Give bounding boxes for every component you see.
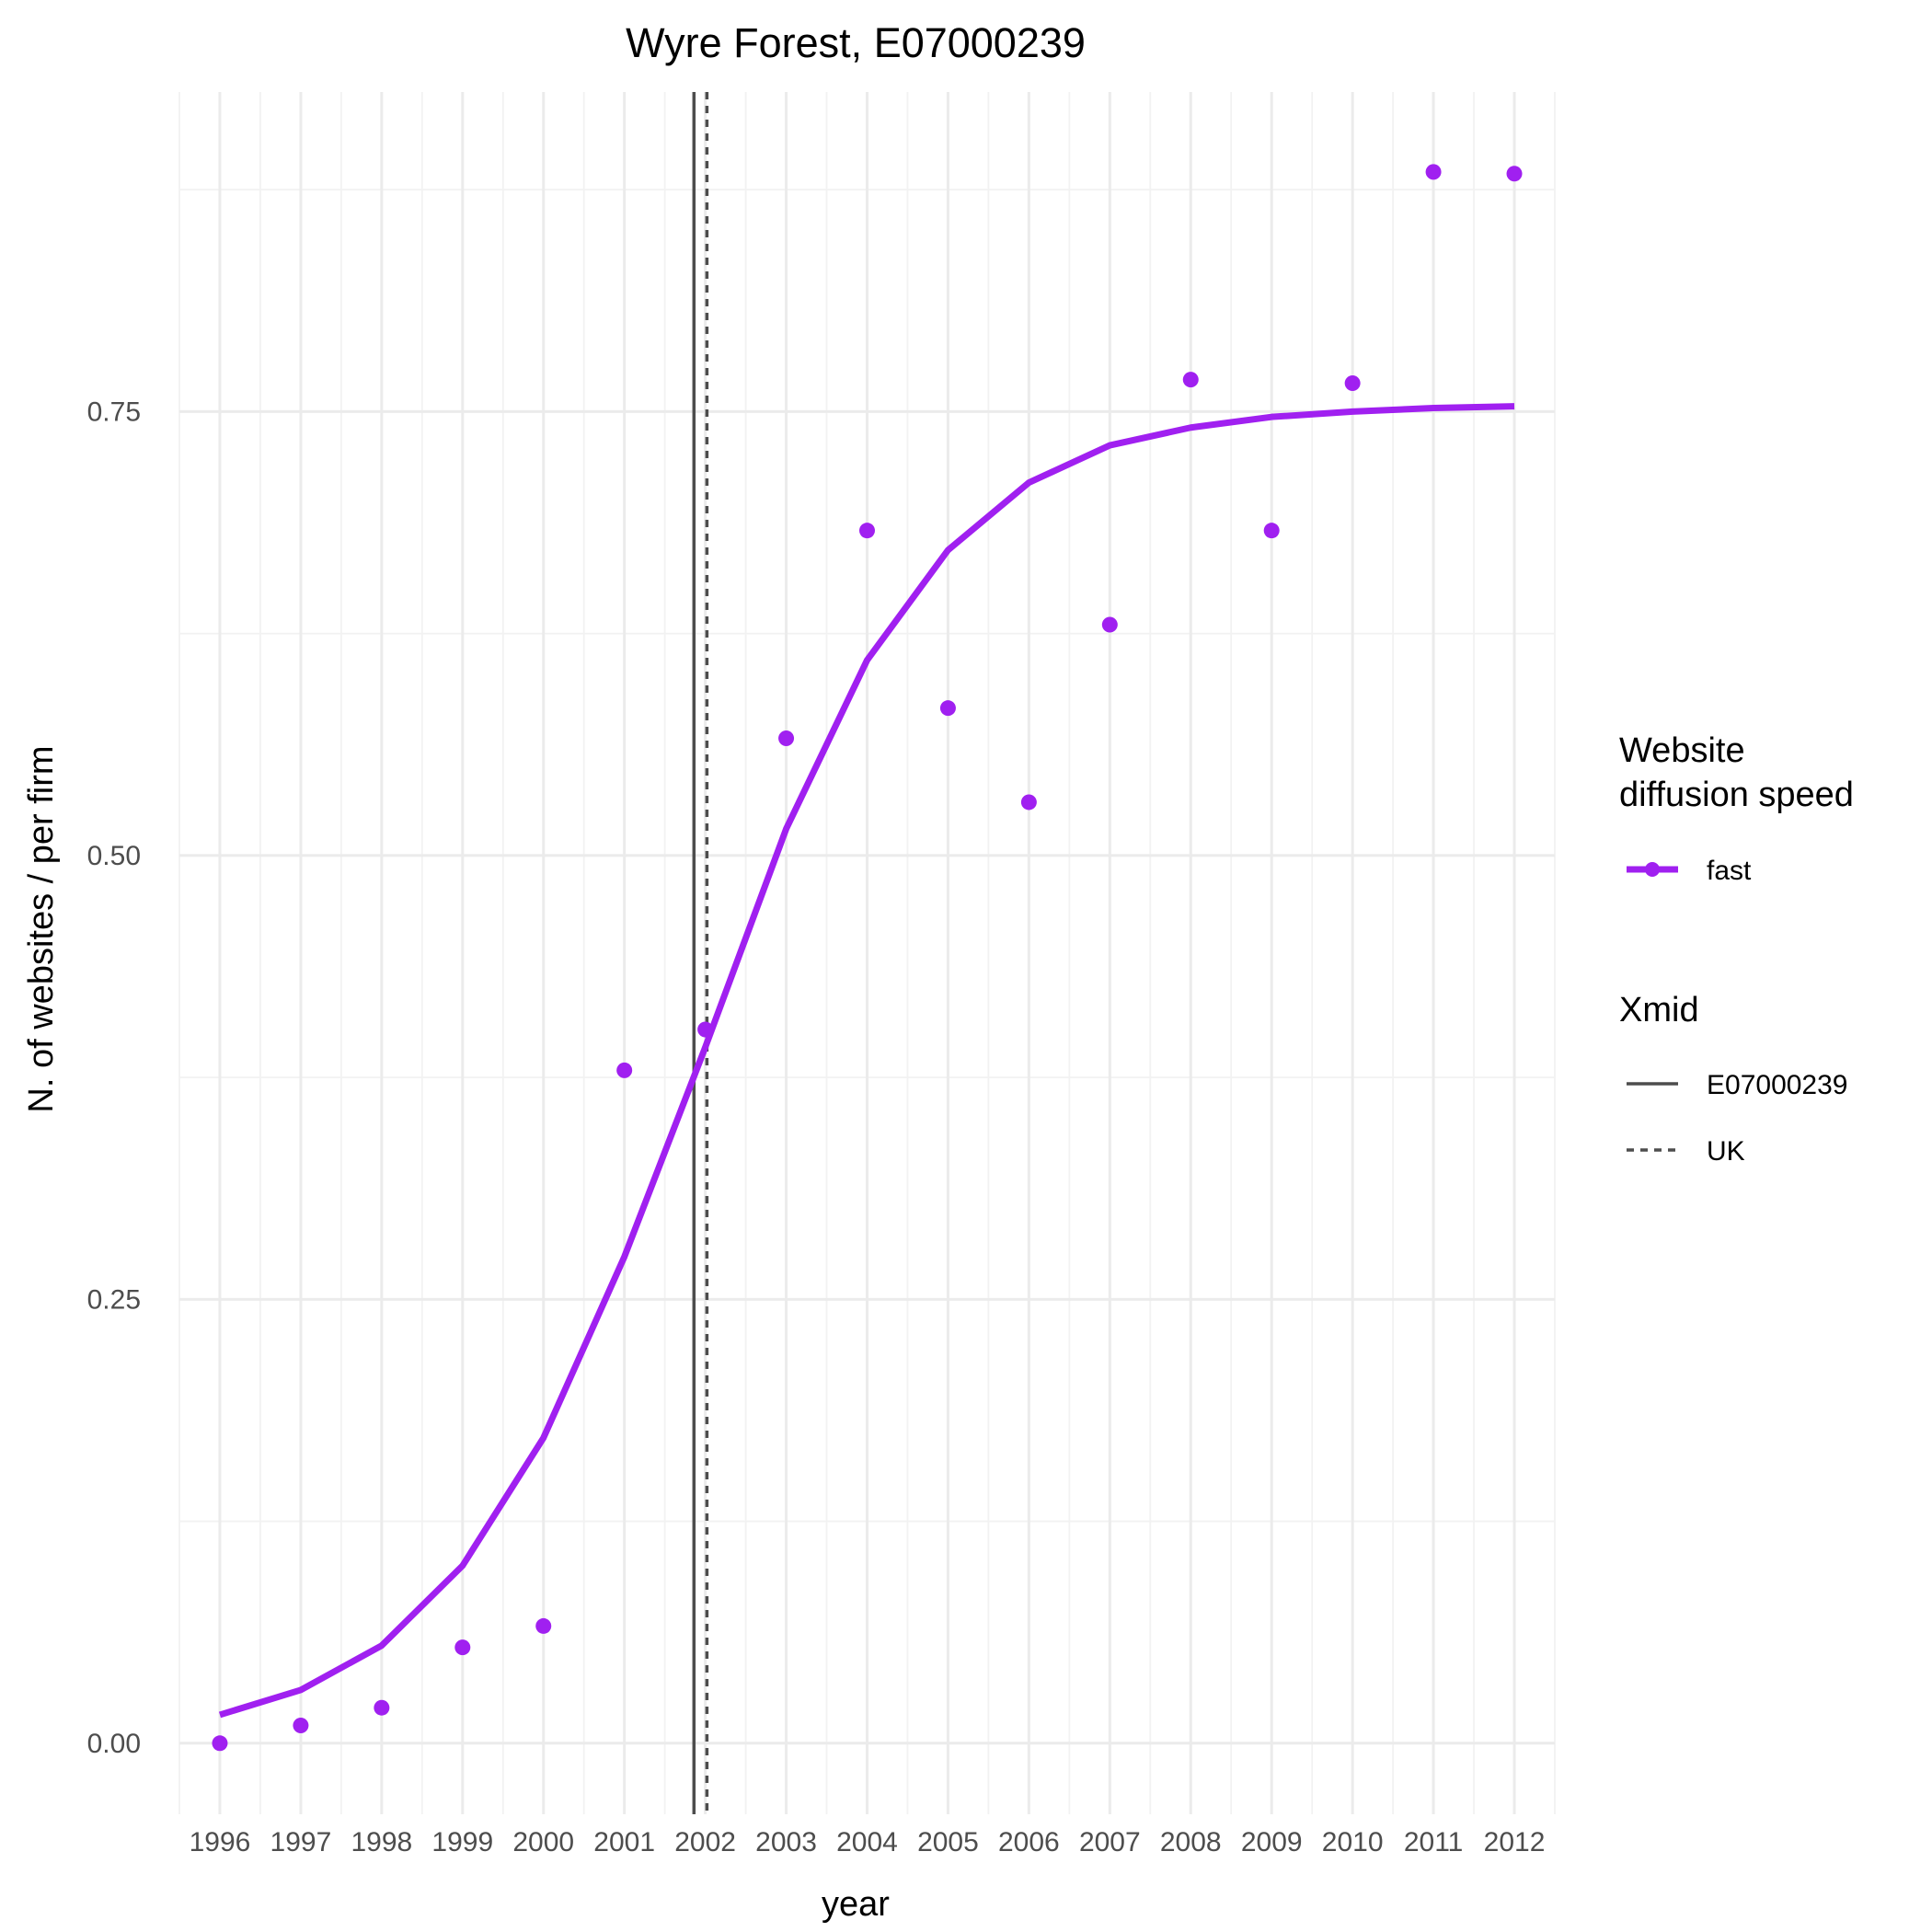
data-point-fast (1182, 372, 1199, 388)
x-tick-label: 1996 (190, 1827, 251, 1857)
data-point-fast (859, 523, 875, 539)
x-tick-label: 2005 (917, 1827, 979, 1857)
x-tick-label: 1998 (351, 1827, 412, 1857)
data-point-fast (1425, 164, 1442, 180)
legend-title-speed-line-2: diffusion speed (1619, 776, 1854, 814)
x-tick-label: 1997 (270, 1827, 332, 1857)
legend-label-uk: UK (1707, 1136, 1745, 1167)
data-point-fast (1344, 375, 1361, 392)
chart-title: Wyre Forest, E07000239 (626, 19, 1086, 66)
x-tick-label: 2004 (836, 1827, 898, 1857)
y-tick-label: 0.75 (87, 397, 141, 427)
x-axis-title: year (822, 1885, 890, 1924)
data-point-fast (939, 700, 956, 717)
y-tick-label: 0.50 (87, 841, 141, 871)
data-point-fast (1101, 616, 1118, 633)
x-axis-ticks: 1996 1997 1998 1999 2000 2001 2002 2003 2004 2005… (190, 1827, 1546, 1857)
legend-label-fast: fast (1707, 856, 1752, 886)
data-point-fast (374, 1699, 390, 1716)
y-tick-label: 0.25 (87, 1284, 141, 1315)
data-point-fast (697, 1021, 714, 1038)
data-point-fast (293, 1718, 309, 1734)
x-tick-label: 2001 (593, 1827, 655, 1857)
x-tick-label: 2007 (1079, 1827, 1141, 1857)
data-series (212, 164, 1523, 1752)
data-point-fast (454, 1639, 471, 1656)
x-tick-label: 2009 (1241, 1827, 1303, 1857)
legend: Website diffusion speed fast Xmid E07000… (1619, 731, 1854, 1167)
legend-label-e07000239: E07000239 (1707, 1070, 1848, 1100)
data-point-fast (616, 1062, 633, 1078)
y-tick-label: 0.00 (87, 1729, 141, 1759)
legend-key-fast-point (1645, 862, 1660, 877)
fitted-curve-fast (218, 403, 1515, 1719)
x-tick-label: 1999 (431, 1827, 493, 1857)
x-tick-label: 2008 (1160, 1827, 1222, 1857)
x-tick-label: 2012 (1484, 1827, 1546, 1857)
major-gridlines (179, 92, 1555, 1814)
data-point-fast (535, 1617, 552, 1634)
data-point-fast (212, 1735, 228, 1752)
x-tick-label: 2011 (1404, 1827, 1464, 1857)
y-axis-title: N. of websites / per firm (22, 745, 61, 1112)
x-tick-label: 2010 (1322, 1827, 1384, 1857)
data-point-fast (1506, 166, 1523, 182)
minor-gridlines (178, 92, 1556, 1814)
data-point-fast (1263, 523, 1280, 539)
data-point-fast (778, 730, 795, 746)
x-tick-label: 2003 (755, 1827, 817, 1857)
x-tick-label: 2006 (998, 1827, 1060, 1857)
data-point-fast (1020, 794, 1037, 811)
legend-title-speed-line-1: Website (1619, 731, 1745, 770)
x-tick-label: 2002 (674, 1827, 736, 1857)
reference-lines (692, 92, 709, 1814)
x-tick-label: 2000 (512, 1827, 574, 1857)
legend-title-xmid: Xmid (1619, 991, 1699, 1029)
y-axis-ticks: 0.00 0.25 0.50 0.75 (87, 397, 141, 1758)
